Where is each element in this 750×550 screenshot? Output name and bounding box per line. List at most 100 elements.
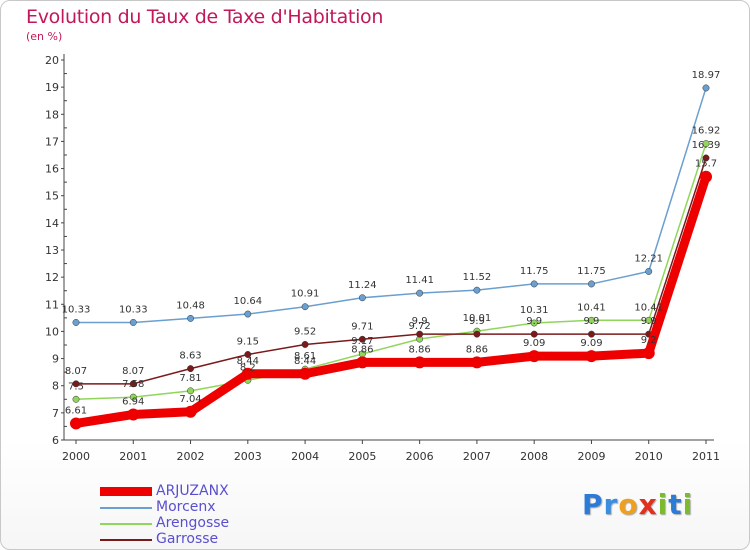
- data-label: 7.81: [179, 373, 201, 384]
- data-label: 8.07: [65, 366, 87, 377]
- data-label: 8.44: [294, 356, 316, 367]
- y-tick-label: 12: [45, 271, 59, 284]
- logo-letter: t: [668, 488, 683, 521]
- data-point: [356, 356, 369, 369]
- data-label: 6.61: [65, 405, 87, 416]
- y-tick-label: 11: [45, 298, 59, 311]
- y-tick-label: 19: [45, 81, 59, 94]
- data-label: 10.64: [233, 296, 262, 307]
- y-tick-label: 20: [45, 54, 59, 67]
- data-label: 10.41: [577, 302, 606, 313]
- data-label: 9.9: [526, 316, 542, 327]
- data-point: [700, 170, 712, 183]
- y-tick-label: 9: [52, 353, 59, 366]
- data-point: [299, 367, 312, 380]
- data-point: [530, 319, 538, 327]
- data-label: 7.5: [68, 381, 84, 392]
- data-point: [72, 319, 80, 326]
- y-tick-label: 8: [52, 380, 59, 393]
- data-point: [588, 280, 595, 288]
- series-line-garrosse: [75, 157, 707, 385]
- y-tick-label: 15: [45, 190, 59, 203]
- legend-label: Arengosse: [156, 515, 230, 531]
- data-point: [528, 350, 541, 363]
- data-label: 9.17: [351, 336, 373, 347]
- x-tick-label: 2001: [119, 450, 147, 463]
- data-point: [588, 330, 595, 338]
- data-label: 9.15: [237, 337, 259, 348]
- x-tick-label: 2010: [635, 450, 663, 463]
- logo-letter: i: [657, 488, 669, 521]
- data-point: [585, 350, 598, 363]
- data-point: [702, 140, 710, 148]
- data-label: 8.44: [237, 356, 259, 367]
- data-label: 9.9: [469, 316, 485, 327]
- data-point: [127, 408, 140, 421]
- data-point: [244, 310, 252, 318]
- proxiti-logo: Proxiti: [582, 488, 693, 521]
- series-line-arjuzanx: [71, 172, 711, 428]
- data-label: 7.58: [122, 379, 144, 390]
- chart-subtitle: (en %): [26, 30, 63, 43]
- logo-letter: i: [682, 488, 694, 521]
- data-label: 9.09: [580, 338, 602, 349]
- y-tick-label: 17: [45, 135, 59, 148]
- data-label: 11.52: [463, 272, 492, 283]
- data-point: [129, 393, 137, 401]
- data-point: [588, 316, 595, 324]
- data-point: [473, 286, 481, 294]
- data-point: [70, 417, 82, 430]
- data-point: [187, 387, 194, 395]
- legend-label: Morcenx: [156, 499, 216, 515]
- legend-swatch: [100, 487, 152, 496]
- x-tick-label: 2003: [234, 450, 262, 463]
- x-tick-label: 2008: [520, 450, 548, 463]
- legend-swatch: [100, 523, 152, 525]
- legend-label: Garrosse: [156, 531, 219, 547]
- data-point: [241, 367, 254, 380]
- data-point: [72, 380, 80, 388]
- data-label: 12.21: [634, 253, 663, 264]
- legend-swatch: [100, 507, 152, 509]
- data-point: [473, 330, 481, 338]
- data-point: [702, 84, 710, 92]
- data-label: 9.9: [412, 316, 428, 327]
- data-label: 10.01: [463, 313, 492, 324]
- logo-letter: r: [603, 488, 619, 521]
- y-tick-label: 7: [52, 407, 59, 420]
- data-label: 16.92: [692, 126, 721, 137]
- data-label: 11.41: [405, 275, 434, 286]
- x-tick-label: 2005: [348, 450, 376, 463]
- series-line-arengosse: [75, 142, 707, 401]
- data-label: 9.09: [523, 338, 545, 349]
- x-tick-label: 2011: [692, 450, 720, 463]
- series-lines: [70, 84, 712, 430]
- data-label: 8.86: [409, 344, 431, 355]
- data-label: 16.39: [692, 140, 721, 151]
- data-label: 6.94: [122, 396, 144, 407]
- data-label: 18.97: [692, 70, 721, 81]
- x-tick-label: 2004: [291, 450, 319, 463]
- data-label: 9.52: [294, 326, 316, 337]
- y-tick-label: 6: [52, 434, 59, 447]
- data-point: [301, 341, 309, 348]
- data-point: [301, 303, 309, 311]
- data-point: [129, 380, 137, 388]
- data-label: 8.07: [122, 366, 144, 377]
- data-label: 8.2: [240, 362, 256, 373]
- data-label: 9.9: [641, 316, 657, 327]
- legend-label: ARJUZANX: [156, 483, 229, 499]
- data-label: 8.86: [466, 344, 488, 355]
- chart-title: Evolution du Taux de Taxe d'Habitation: [26, 6, 384, 28]
- data-label: 10.31: [520, 305, 549, 316]
- data-labels: 6.61 6.94 7.04 8.44 8.44 8.86 8.86 8.86 9.09 9.09…: [62, 70, 721, 416]
- data-point: [358, 335, 366, 343]
- data-point: [530, 330, 538, 338]
- logo-letter: x: [638, 488, 658, 521]
- data-label: 9.71: [351, 321, 373, 332]
- data-point: [470, 356, 483, 369]
- x-tick-label: 2000: [62, 450, 90, 463]
- data-label: 9.2: [641, 335, 657, 346]
- x-tick-label: 2009: [577, 450, 605, 463]
